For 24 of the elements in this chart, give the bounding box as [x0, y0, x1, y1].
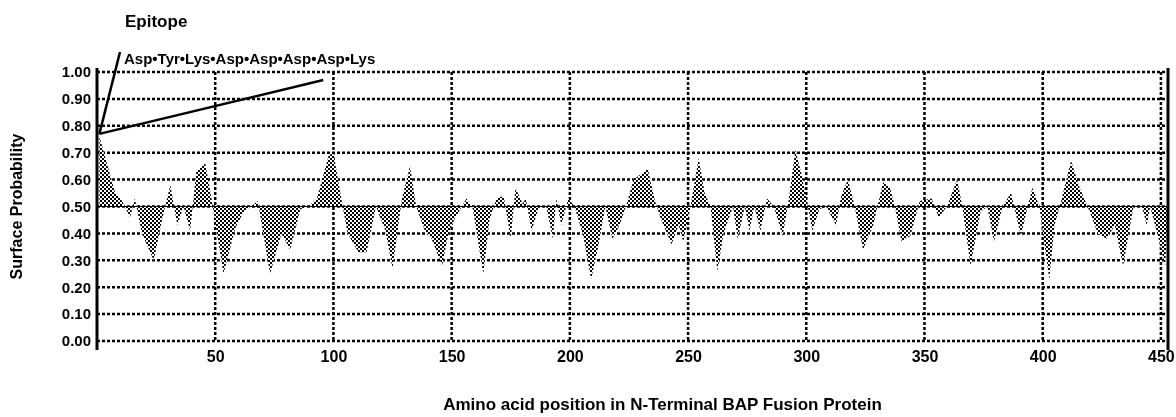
x-tick-label: 250	[675, 348, 702, 366]
chart-title: Epitope	[125, 12, 188, 31]
y-tick-label: 0.60	[61, 170, 91, 188]
x-tick-label: 350	[911, 348, 939, 366]
y-tick-label: 0.30	[61, 251, 91, 269]
y-tick-label: 0.40	[61, 224, 91, 242]
y-tick-label: 0.70	[61, 144, 91, 161]
x-tick-label: 400	[1029, 348, 1057, 366]
y-tick-label: 0.90	[61, 90, 91, 108]
x-tick-label: 100	[320, 348, 348, 366]
y-tick-label: 0.10	[61, 305, 91, 323]
x-tick-label: 300	[793, 348, 821, 366]
y-tick-label: 0.50	[61, 197, 91, 215]
y-axis-title: Surface Probability	[8, 133, 25, 280]
x-tick-label: 150	[438, 348, 466, 366]
x-tick-label: 200	[557, 348, 584, 366]
y-tick-label: 1.00	[61, 63, 91, 81]
x-tick-label: 450	[1148, 348, 1175, 366]
y-tick-label: 0.80	[61, 117, 91, 135]
x-axis-title: Amino acid position in N-Terminal BAP Fusion Protein	[443, 395, 882, 414]
x-tick-label: 50	[206, 348, 225, 366]
y-tick-label: 0.20	[61, 278, 91, 296]
y-tick-label: 0.00	[61, 332, 91, 350]
annotation: Asp•Tyr•Lys•Asp•Asp•Asp•Asp•Lys	[124, 50, 376, 67]
